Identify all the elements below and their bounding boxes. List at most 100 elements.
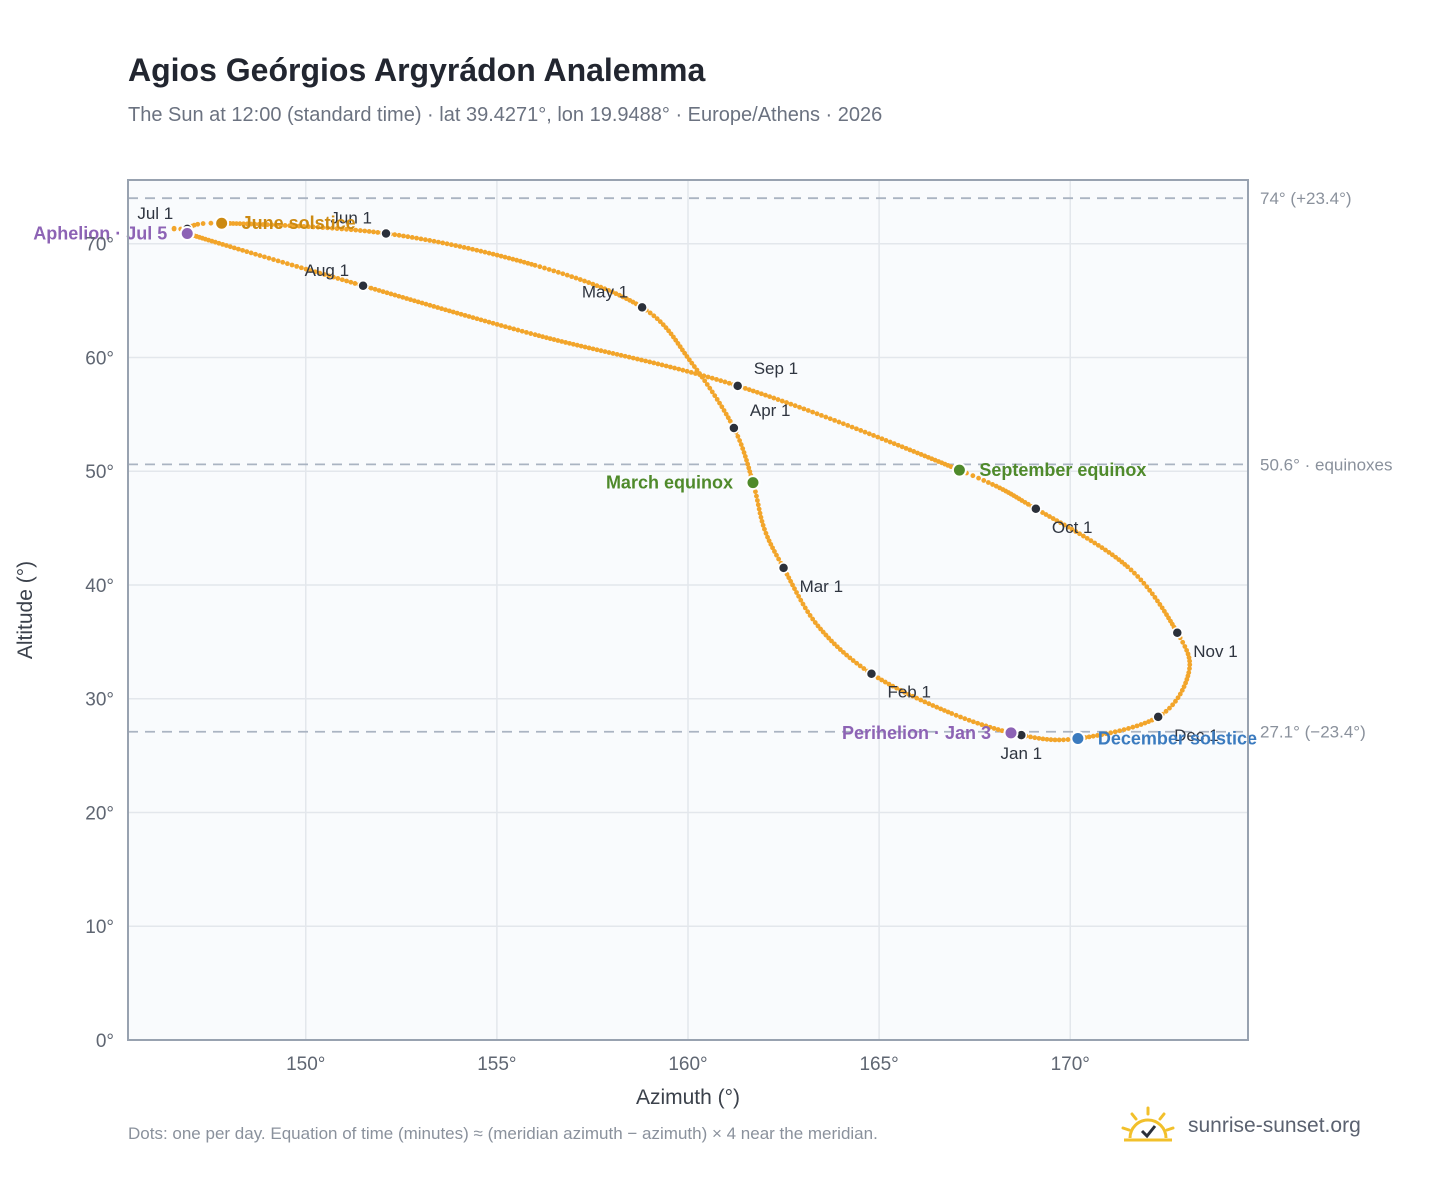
daily-dot: [938, 706, 944, 712]
reference-line-label: 74° (+23.4°): [1260, 189, 1352, 208]
chart-title: Agios Geórgios Argyrádon Analemma: [128, 52, 706, 88]
daily-dot: [237, 221, 243, 227]
y-tick-label: 10°: [85, 917, 114, 938]
daily-dot: [590, 346, 596, 352]
daily-dot: [1184, 647, 1190, 653]
daily-dot: [1052, 737, 1058, 743]
daily-dot: [707, 385, 713, 391]
daily-dot: [847, 655, 853, 661]
brand[interactable]: sunrise-sunset.org: [1120, 1104, 1361, 1148]
daily-dot: [834, 644, 840, 650]
y-tick-label: 20°: [85, 803, 114, 824]
reference-line-label: 50.6° · equinoxes: [1260, 455, 1393, 474]
daily-dot: [325, 225, 330, 231]
month-label: Sep 1: [754, 359, 798, 378]
month-label: Mar 1: [800, 577, 843, 596]
daily-dot: [510, 256, 516, 262]
daily-dot: [894, 685, 900, 691]
daily-dot: [461, 245, 467, 250]
daily-dot: [767, 394, 773, 399]
daily-dot: [906, 691, 911, 697]
daily-dot: [750, 388, 756, 394]
daily-dot: [655, 361, 661, 367]
daily-dot: [282, 223, 288, 228]
daily-dot: [582, 344, 588, 350]
daily-dot: [942, 708, 947, 713]
daily-dot: [396, 232, 402, 238]
daily-dot: [564, 272, 570, 278]
daily-dot: [474, 247, 480, 253]
daily-dot: [922, 699, 928, 705]
daily-dot: [823, 414, 829, 420]
daily-dot: [244, 249, 250, 255]
daily-dot: [875, 434, 881, 440]
daily-dot: [714, 396, 720, 402]
month-marker: [865, 667, 878, 680]
daily-dot: [301, 223, 307, 229]
daily-dot: [1077, 531, 1082, 537]
daily-dot: [719, 404, 725, 410]
daily-dot: [756, 506, 762, 512]
daily-dot: [278, 222, 283, 228]
daily-dot: [275, 258, 281, 264]
daily-dot: [1125, 564, 1130, 570]
daily-dot: [857, 663, 863, 669]
daily-dot: [850, 658, 856, 663]
daily-dot: [704, 382, 710, 387]
daily-dot: [555, 338, 561, 343]
daily-dot: [807, 613, 813, 618]
daily-dot: [371, 229, 376, 235]
event-marker: [745, 475, 761, 491]
daily-dot: [490, 320, 496, 326]
daily-dot: [408, 297, 413, 303]
month-label: Jun 1: [330, 208, 372, 227]
reference-lines: 74° (+23.4°) 50.6° · equinoxes 27.1° (−23.…: [128, 189, 1393, 742]
daily-dot: [854, 660, 860, 666]
daily-dot: [1130, 724, 1136, 730]
daily-dot: [224, 243, 229, 248]
daily-dot: [613, 291, 619, 297]
daily-dot: [478, 248, 484, 254]
daily-dot: [1121, 727, 1127, 732]
daily-dot: [567, 340, 572, 346]
month-marker: [777, 562, 790, 574]
daily-dot: [810, 616, 816, 622]
daily-dot: [244, 221, 250, 227]
daily-dot: [569, 274, 575, 280]
daily-dot: [474, 316, 480, 322]
daily-dot: [546, 267, 552, 272]
daily-dot: [845, 423, 851, 428]
daily-dot: [832, 417, 838, 423]
daily-dot: [490, 251, 496, 257]
daily-dot: [609, 289, 615, 295]
daily-dot: [918, 697, 924, 703]
daily-dot: [981, 478, 987, 483]
daily-dot: [540, 334, 546, 340]
daily-dot: [1095, 733, 1100, 738]
daily-dot: [1152, 594, 1158, 600]
daily-dot: [514, 257, 520, 263]
y-tick-label: 50°: [85, 462, 114, 483]
daily-dot: [486, 250, 492, 256]
daily-dot: [772, 549, 777, 554]
daily-dot: [691, 364, 697, 369]
daily-dot: [970, 719, 976, 725]
daily-dot: [418, 236, 424, 242]
daily-dot: [458, 311, 464, 317]
daily-dot: [999, 728, 1005, 734]
daily-dot: [573, 275, 579, 281]
daily-dot: [676, 366, 682, 372]
daily-dot: [440, 240, 446, 246]
x-tick-label: 165°: [859, 1054, 898, 1075]
daily-dot: [450, 309, 456, 315]
daily-dot: [536, 333, 542, 339]
daily-dot: [796, 593, 802, 599]
daily-dot: [891, 441, 897, 447]
daily-dot: [746, 387, 752, 393]
daily-dot: [1128, 567, 1134, 573]
daily-dot: [899, 444, 905, 450]
daily-dot: [953, 712, 959, 718]
daily-dot: [352, 281, 358, 286]
daily-dot: [849, 424, 855, 430]
daily-dot: [976, 475, 981, 481]
